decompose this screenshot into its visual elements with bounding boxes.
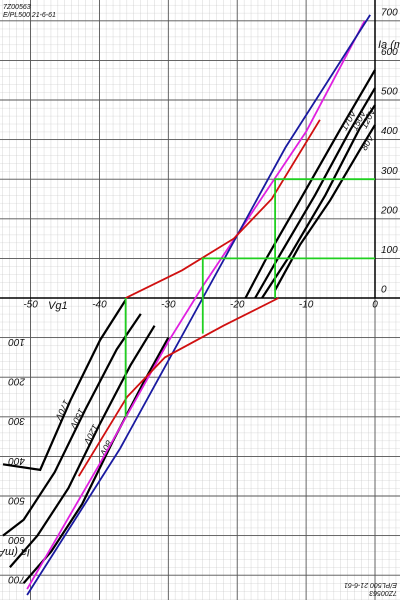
x-tick-label: -20 xyxy=(230,300,245,311)
y-tick-label: 100 xyxy=(381,245,398,256)
annotation: E/PL500 21-6-61 xyxy=(344,581,397,588)
x-tick-label: -50 xyxy=(23,300,38,311)
series-line xyxy=(274,124,376,291)
annotation: 7Z00563 xyxy=(3,4,31,11)
x-tick-label: 0 xyxy=(372,300,378,311)
y-tick-label: 300 xyxy=(381,166,398,177)
series-line xyxy=(261,104,376,299)
series-line xyxy=(78,297,279,477)
y-tick-label: 200 xyxy=(8,376,26,387)
y-tick-label: 500 xyxy=(381,87,398,98)
annotation: E/PL500 21-6-61 xyxy=(3,12,56,19)
series-line xyxy=(9,325,156,569)
series-line xyxy=(2,299,127,472)
y-tick-label: 400 xyxy=(8,455,25,466)
y-axis-label: Ia (mA) xyxy=(0,546,30,558)
y-tick-label: 700 xyxy=(8,574,25,585)
y-tick-label: 100 xyxy=(8,336,25,347)
series-line xyxy=(2,313,142,537)
y-tick-label: 300 xyxy=(8,415,25,426)
series-line xyxy=(201,257,375,334)
y-tick-label: 600 xyxy=(8,534,25,545)
series-line xyxy=(254,87,376,299)
y-tick-label: 600 xyxy=(381,47,398,58)
y-tick-label: 500 xyxy=(8,494,25,505)
x-tick-label: -10 xyxy=(299,300,314,311)
y-tick-label: 400 xyxy=(381,126,398,137)
y-axis-label: Ia (mA) xyxy=(378,39,400,51)
y-tick-label: 200 xyxy=(380,205,398,216)
x-tick-label: -40 xyxy=(92,300,107,311)
annotation: 7Z00563 xyxy=(369,589,397,596)
series-line xyxy=(244,69,376,299)
y-tick-label: 0 xyxy=(381,285,387,296)
x-axis-label: Vg1 xyxy=(48,300,68,312)
x-tick-label: -30 xyxy=(161,300,176,311)
y-tick-label: 700 xyxy=(381,7,398,18)
series-line xyxy=(125,119,321,299)
